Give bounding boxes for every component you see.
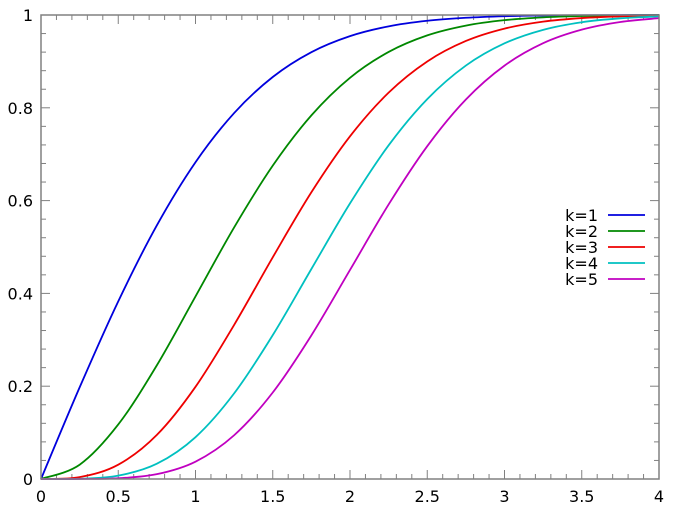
x-tick-label: 2	[345, 487, 355, 506]
series-line-k=5	[40, 17, 660, 480]
x-tick-label: 1.5	[260, 487, 285, 506]
x-tick-label: 3	[499, 487, 509, 506]
series-line-k=3	[40, 14, 660, 480]
x-tick-label: 3.5	[569, 487, 594, 506]
y-tick-label: 0.6	[8, 192, 33, 211]
x-tick-label: 1	[190, 487, 200, 506]
y-tick-label: 0.4	[8, 284, 33, 303]
y-tick-label: 0.8	[8, 99, 33, 118]
legend-label: k=3	[565, 238, 598, 257]
legend-label: k=4	[565, 254, 598, 273]
legend-label: k=5	[565, 270, 598, 289]
legend: k=1k=2k=3k=4k=5	[565, 206, 645, 289]
series-line-k=4	[40, 15, 660, 480]
y-tick-label: 0	[23, 470, 33, 489]
legend-label: k=1	[565, 206, 598, 225]
series-line-k=2	[40, 14, 660, 480]
x-tick-label: 2.5	[415, 487, 440, 506]
x-tick-label: 4	[654, 487, 664, 506]
y-tick-label: 1	[23, 6, 33, 25]
y-tick-label: 0.2	[8, 377, 33, 396]
plot-frame	[40, 14, 660, 480]
x-tick-label: 0	[36, 487, 46, 506]
legend-label: k=2	[565, 222, 598, 241]
x-tick-label: 0.5	[106, 487, 131, 506]
tick-labels: 0 0.5 1 1.5 2 2.5 3 3.5 4 0 0.2 0.4 0.6 0.8 1	[8, 6, 665, 506]
